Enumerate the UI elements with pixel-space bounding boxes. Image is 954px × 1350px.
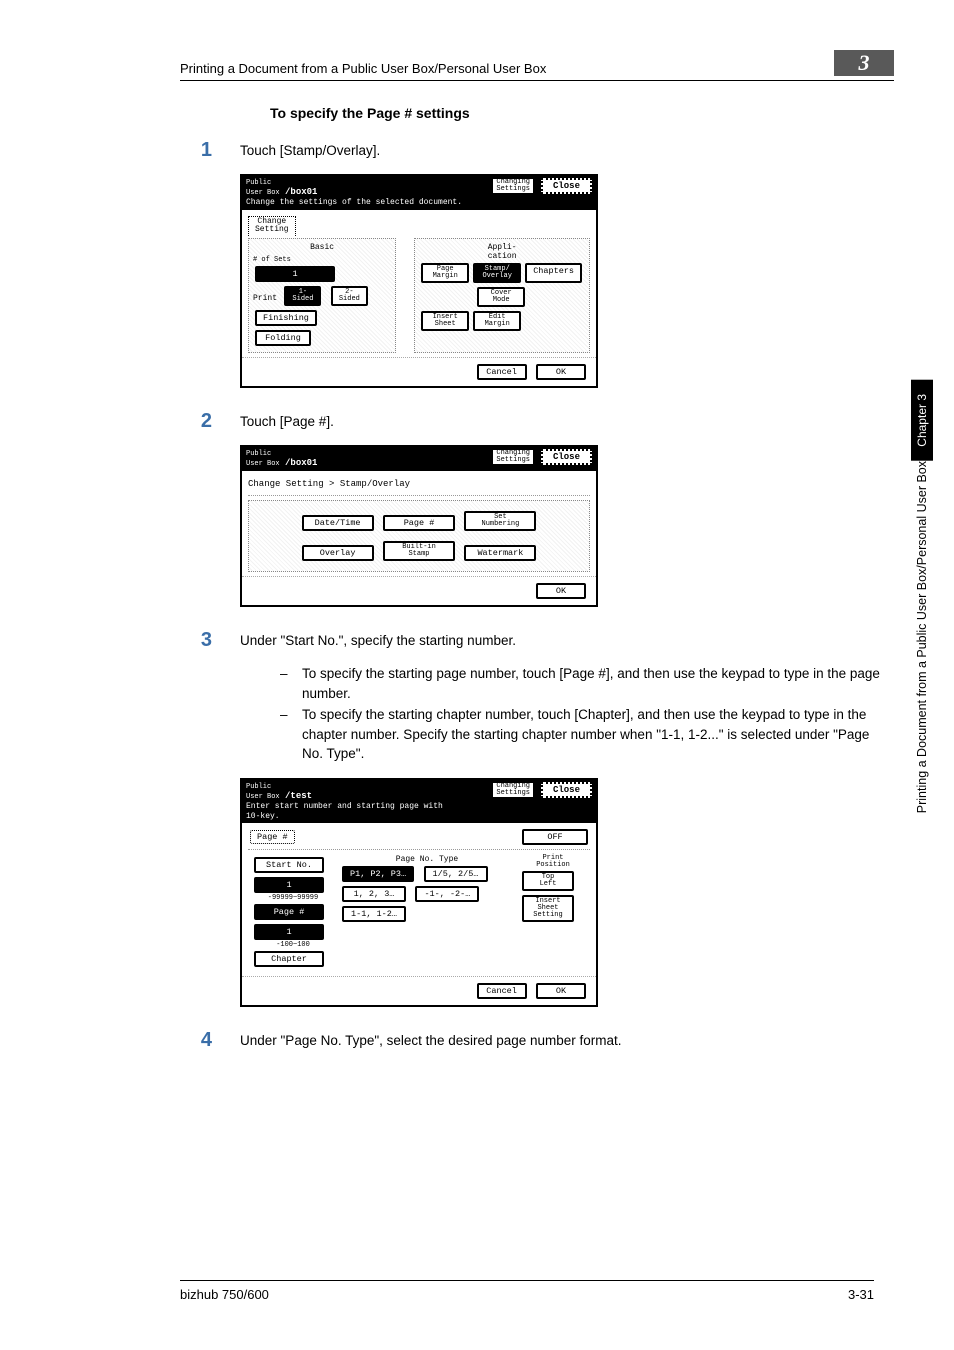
lcd1-app-label: Appli- cation bbox=[419, 243, 585, 261]
lcd1-path: Public User Box bbox=[246, 179, 280, 197]
lcd3-ok-button[interactable]: OK bbox=[536, 983, 586, 999]
side-tab-chapter: Chapter 3 bbox=[911, 380, 933, 461]
step-2-number: 2 bbox=[180, 410, 240, 433]
side-tab: Chapter 3 Printing a Document from a Pub… bbox=[908, 380, 936, 940]
lcd1-1sided-button[interactable]: 1- Sided bbox=[284, 286, 321, 306]
lcd1-cover-mode-button[interactable]: Cover Mode bbox=[477, 287, 525, 307]
lcd1-box: /box01 bbox=[285, 187, 317, 197]
lcd1-chapters-button[interactable]: Chapters bbox=[525, 263, 582, 283]
lcd2-path: Public User Box bbox=[246, 450, 280, 468]
lcd3-type-5[interactable]: 1-1, 1-2… bbox=[342, 906, 406, 922]
step-4-text: Under "Page No. Type", select the desire… bbox=[240, 1029, 622, 1048]
lcd1-stamp-overlay-button[interactable]: Stamp/ Overlay bbox=[473, 263, 521, 283]
lcd3-chap-range: -100~100 bbox=[252, 942, 334, 949]
lcd3-box: /test bbox=[285, 791, 312, 801]
step-1-number: 1 bbox=[180, 139, 240, 162]
lcd3-type-1[interactable]: P1, P2, P3… bbox=[342, 866, 414, 882]
lcd3-close-button[interactable]: Close bbox=[541, 782, 592, 798]
lcd2-tag: Changing Settings bbox=[492, 449, 534, 465]
lcd-panel-2: Public User Box /box01 Changing Settings… bbox=[240, 445, 598, 607]
lcd2-page-hash-button[interactable]: Page # bbox=[383, 515, 455, 531]
lcd1-sets-value[interactable]: 1 bbox=[255, 266, 335, 282]
lcd2-watermark-button[interactable]: Watermark bbox=[464, 545, 536, 561]
lcd1-tab-change[interactable]: Change Setting bbox=[248, 216, 296, 237]
step-3-text: Under "Start No.", specify the starting … bbox=[240, 629, 516, 648]
lcd3-type-3[interactable]: 1, 2, 3… bbox=[342, 886, 406, 902]
step-3-bullet-2: To specify the starting chapter number, … bbox=[302, 705, 894, 764]
lcd1-edit-margin-button[interactable]: Edit Margin bbox=[473, 311, 521, 331]
lcd3-cancel-button[interactable]: Cancel bbox=[477, 983, 527, 999]
lcd3-chap-val[interactable]: 1 bbox=[254, 924, 324, 940]
step-3-bullet-1: To specify the starting page number, tou… bbox=[302, 664, 894, 703]
lcd2-overlay-button[interactable]: Overlay bbox=[302, 545, 374, 561]
lcd2-ok-button[interactable]: OK bbox=[536, 583, 586, 599]
lcd3-top-left-button[interactable]: Top Left bbox=[522, 871, 574, 891]
lcd3-tag: Changing Settings bbox=[492, 782, 534, 798]
lcd1-ok-button[interactable]: OK bbox=[536, 364, 586, 380]
footer-page: 3-31 bbox=[848, 1287, 874, 1302]
lcd1-page-margin-button[interactable]: Page Margin bbox=[421, 263, 469, 283]
step-2-text: Touch [Page #]. bbox=[240, 410, 334, 429]
lcd3-instr: Enter start number and starting page wit… bbox=[246, 802, 443, 821]
lcd2-close-button[interactable]: Close bbox=[541, 449, 592, 465]
lcd3-page-val[interactable]: 1 bbox=[254, 877, 324, 893]
lcd3-start-no: Start No. bbox=[254, 857, 324, 873]
lcd1-cancel-button[interactable]: Cancel bbox=[477, 364, 527, 380]
lcd1-tag: Changing Settings bbox=[492, 178, 534, 194]
lcd-panel-3: Public User Box /test Enter start number… bbox=[240, 778, 598, 1008]
lcd3-off-button[interactable]: OFF bbox=[522, 829, 588, 845]
lcd3-chapter-btn[interactable]: Chapter bbox=[254, 951, 324, 967]
chapter-badge: 3 bbox=[834, 50, 894, 76]
lcd3-path: Public User Box bbox=[246, 783, 280, 801]
lcd3-page-no-type-label: Page No. Type bbox=[340, 855, 514, 864]
lcd2-date-time-button[interactable]: Date/Time bbox=[302, 515, 374, 531]
lcd1-finishing-button[interactable]: Finishing bbox=[255, 310, 317, 326]
lcd1-basic-label: Basic bbox=[253, 243, 391, 252]
lcd3-insert-sheet-setting[interactable]: Insert Sheet Setting bbox=[522, 895, 574, 922]
lcd1-2sided-button[interactable]: 2- Sided bbox=[331, 286, 368, 306]
lcd2-set-numbering-button[interactable]: Set Numbering bbox=[464, 511, 536, 531]
lcd2-builtin-stamp-button[interactable]: Built-in Stamp bbox=[383, 541, 455, 561]
lcd1-print-label: Print bbox=[253, 294, 277, 303]
lcd3-type-4[interactable]: -1-, -2-… bbox=[415, 886, 479, 902]
lcd1-close-button[interactable]: Close bbox=[541, 178, 592, 194]
footer-model: bizhub 750/600 bbox=[180, 1287, 269, 1302]
lcd3-page-btn[interactable]: Page # bbox=[254, 904, 324, 920]
step-3-number: 3 bbox=[180, 629, 240, 652]
lcd2-box: /box01 bbox=[285, 458, 317, 468]
lcd3-page-range: -99999~99999 bbox=[252, 895, 334, 902]
lcd1-instr: Change the settings of the selected docu… bbox=[246, 198, 462, 207]
lcd3-page-header: Page # bbox=[250, 830, 295, 844]
lcd3-print-position-label: Print Position bbox=[520, 855, 586, 869]
section-title: To specify the Page # settings bbox=[270, 105, 894, 121]
step-1-text: Touch [Stamp/Overlay]. bbox=[240, 139, 380, 158]
lcd-panel-1: Public User Box /box01 Change the settin… bbox=[240, 174, 598, 388]
lcd1-folding-button[interactable]: Folding bbox=[255, 330, 311, 346]
running-header: Printing a Document from a Public User B… bbox=[180, 61, 546, 76]
lcd1-sets-label: # of Sets bbox=[253, 256, 391, 264]
lcd3-type-2[interactable]: 1/5, 2/5… bbox=[424, 866, 488, 882]
lcd2-crumb: Change Setting > Stamp/Overlay bbox=[248, 477, 590, 496]
lcd1-insert-sheet-button[interactable]: Insert Sheet bbox=[421, 311, 469, 331]
step-4-number: 4 bbox=[180, 1029, 240, 1052]
side-tab-title: Printing a Document from a Public User B… bbox=[915, 461, 929, 829]
